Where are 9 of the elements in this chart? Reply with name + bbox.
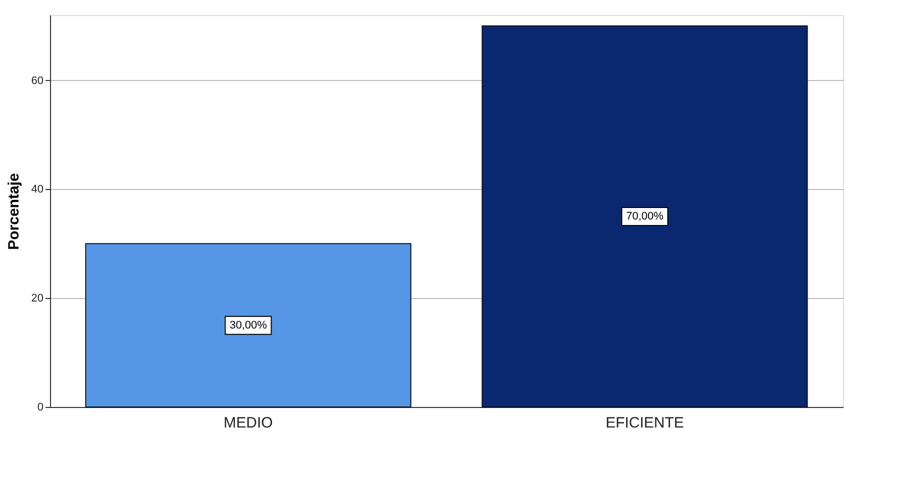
- y-tick-label: 20: [31, 292, 44, 305]
- y-tick-label: 40: [31, 184, 44, 196]
- x-tick-label: MEDIO: [224, 414, 273, 432]
- data-label: 70,00%: [626, 210, 664, 222]
- y-tick-label: 60: [31, 74, 44, 87]
- data-label: 30,00%: [230, 319, 268, 332]
- y-tick-label: 0: [37, 402, 44, 414]
- y-axis-title: Porcentaje: [5, 173, 22, 250]
- x-tick-label: EFICIENTE: [606, 414, 684, 432]
